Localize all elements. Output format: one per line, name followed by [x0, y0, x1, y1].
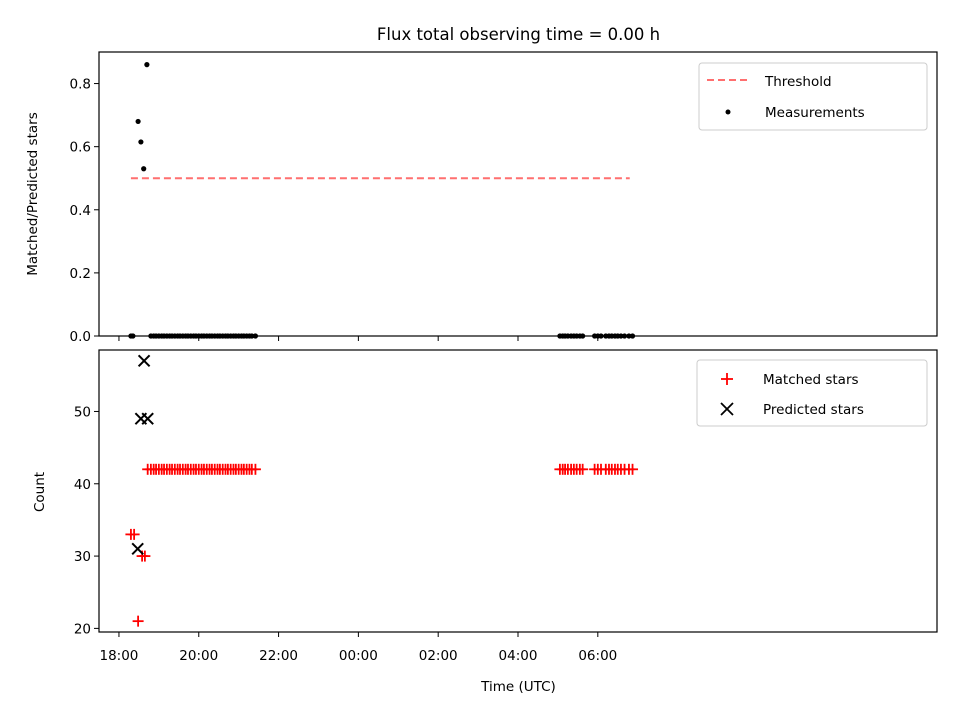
top-legend: Threshold Measurements: [698, 62, 928, 131]
matched-star-marker: [249, 463, 261, 475]
bottom-marks-group: [125, 354, 639, 627]
legend-threshold-label: Threshold: [764, 74, 832, 90]
bottom-legend-box: [696, 359, 928, 427]
bottom-legend: Matched stars Predicted stars: [696, 359, 928, 427]
bottom-y-axis-label: Count: [32, 472, 48, 512]
x-tick-label: 04:00: [499, 648, 538, 664]
predicted-star-marker: [137, 354, 151, 368]
matched-star-marker: [132, 615, 144, 627]
legend-matched-swatch: [721, 373, 733, 385]
measurement-point: [141, 166, 147, 172]
bottom-y-tick-label: 20: [74, 621, 91, 637]
predicted-star-marker: [141, 412, 154, 425]
x-tick-label: 06:00: [578, 648, 617, 664]
top-y-tick-label: 0.0: [70, 329, 91, 345]
top-y-tick-label: 0.8: [70, 77, 91, 93]
bottom-y-tick-label: 50: [74, 404, 91, 420]
x-axis-label: Time (UTC): [480, 679, 556, 695]
bottom-ticks-group: 20 30 40 50 18:00 20:00 22:00 00:00 02:00 04:00 06…: [74, 404, 617, 664]
matched-star-marker: [128, 528, 140, 540]
matched-star-marker: [139, 550, 151, 562]
legend-matched-label: Matched stars: [763, 372, 859, 388]
top-y-tick-label: 0.2: [70, 266, 91, 282]
x-tick-label: 00:00: [339, 648, 378, 664]
x-tick-label: 02:00: [419, 648, 458, 664]
x-tick-label: 22:00: [259, 648, 298, 664]
top-y-tick-label: 0.4: [70, 203, 91, 219]
top-y-tick-label: 0.6: [70, 140, 91, 156]
matched-star-marker: [577, 463, 589, 475]
chart-title: Flux total observing time = 0.00 h: [377, 25, 660, 44]
predicted-star-marker: [131, 542, 144, 556]
top-y-axis-label: Matched/Predicted stars: [25, 112, 41, 275]
bottom-plot-panel: 20 30 40 50 18:00 20:00 22:00 00:00 02:00 04:00 06…: [74, 349, 938, 664]
bottom-axes-frame: [98, 349, 938, 633]
measurement-point: [135, 118, 141, 125]
bottom-y-tick-label: 30: [74, 549, 91, 565]
measurement-point: [144, 62, 150, 68]
legend-predicted-swatch: [720, 402, 734, 416]
top-axes-frame: [98, 51, 938, 337]
legend-measurements-swatch: [725, 109, 731, 115]
bottom-y-tick-label: 40: [74, 477, 91, 493]
legend-measurements-label: Measurements: [765, 105, 865, 121]
top-ticks-group: 0.0 0.2 0.4 0.6 0.8: [70, 77, 599, 345]
legend-predicted-label: Predicted stars: [763, 402, 864, 418]
measurement-point: [138, 139, 144, 145]
x-tick-label: 20:00: [179, 648, 218, 664]
top-legend-box: [698, 62, 928, 131]
x-tick-label: 18:00: [99, 648, 138, 664]
top-plot-panel: 0.0 0.2 0.4 0.6 0.8 Threshold Measurements: [70, 51, 938, 345]
matched-star-marker: [627, 463, 639, 475]
